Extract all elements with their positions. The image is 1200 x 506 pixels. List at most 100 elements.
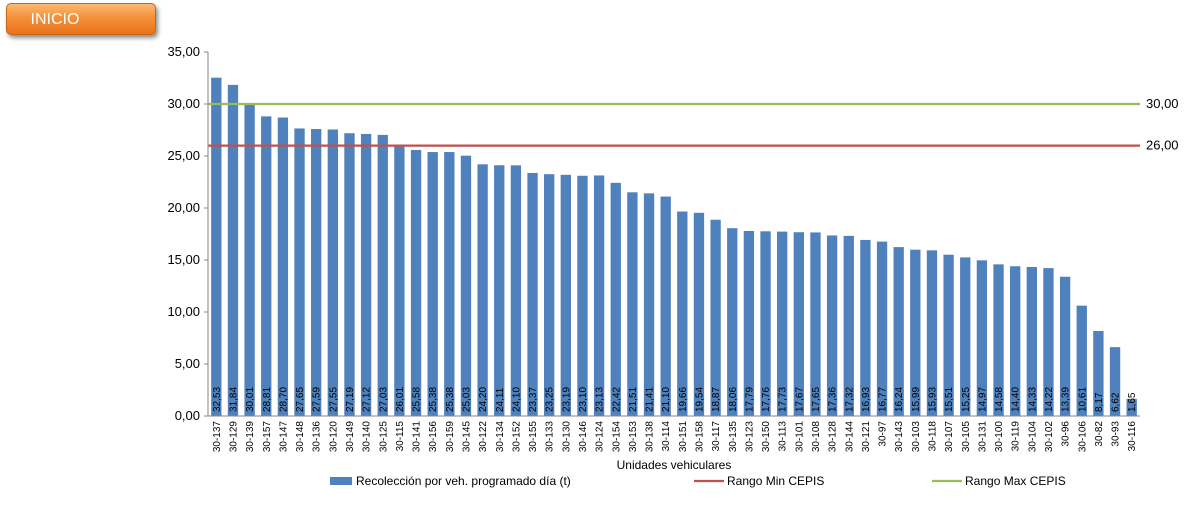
bar bbox=[693, 212, 705, 416]
bar-data-label: 15,93 bbox=[927, 387, 938, 412]
x-tick-label: 30-147 bbox=[278, 421, 289, 453]
x-tick-label: 30-82 bbox=[1094, 421, 1105, 447]
inicio-button[interactable]: INICIO bbox=[6, 3, 156, 35]
x-tick-label: 30-157 bbox=[262, 421, 273, 453]
bar bbox=[876, 241, 888, 416]
bar bbox=[494, 165, 505, 416]
bar-data-label: 15,25 bbox=[961, 387, 972, 412]
x-tick-label: 30-107 bbox=[944, 421, 955, 453]
x-tick-label: 30-124 bbox=[595, 421, 606, 453]
bar-data-label: 30,01 bbox=[245, 387, 256, 412]
bar bbox=[344, 133, 355, 416]
x-tick-label: 30-114 bbox=[661, 421, 672, 452]
bar-data-label: 23,19 bbox=[561, 387, 572, 412]
bar-data-label: 17,67 bbox=[794, 387, 805, 412]
x-tick-label: 30-117 bbox=[711, 421, 722, 452]
legend-label: Recolección por veh. programado día (t) bbox=[356, 474, 571, 488]
bar-data-label: 24,10 bbox=[511, 387, 522, 412]
x-tick-label: 30-119 bbox=[1011, 421, 1022, 452]
bar bbox=[527, 172, 538, 416]
y-tick-label: 25,00 bbox=[167, 148, 200, 163]
x-tick-label: 30-149 bbox=[345, 421, 356, 453]
bar bbox=[227, 84, 239, 416]
bar-data-label: 25,03 bbox=[461, 387, 472, 412]
bar bbox=[327, 129, 338, 417]
bar bbox=[1093, 331, 1104, 416]
bar bbox=[960, 257, 971, 416]
data-labels-group: 32,53 31,84 30,01 28,81 28,70 27,65 27,59 27,55… bbox=[212, 387, 1138, 412]
bar bbox=[444, 152, 455, 416]
x-tick-label: 30-115 bbox=[395, 421, 406, 452]
bar bbox=[993, 264, 1004, 416]
bar bbox=[627, 192, 638, 416]
bar-data-label: 27,12 bbox=[362, 387, 373, 412]
bar-data-label: 16,93 bbox=[861, 387, 872, 412]
bar-data-label: 17,65 bbox=[811, 387, 822, 412]
bar bbox=[677, 211, 688, 416]
x-tick-label: 30-123 bbox=[744, 421, 755, 453]
x-tick-label: 30-138 bbox=[645, 421, 656, 453]
x-tick-label: 30-125 bbox=[378, 421, 389, 453]
x-tick-label: 30-137 bbox=[212, 421, 223, 453]
bar-data-label: 17,79 bbox=[744, 387, 755, 412]
bar bbox=[311, 129, 322, 416]
bar bbox=[910, 249, 921, 416]
bar-data-label: 17,73 bbox=[778, 387, 789, 412]
legend-label: Rango Max CEPIS bbox=[965, 474, 1066, 488]
bar bbox=[377, 134, 388, 416]
x-tick-label: 30-128 bbox=[828, 421, 839, 453]
x-tick-label: 30-151 bbox=[678, 421, 689, 453]
bar bbox=[477, 164, 488, 416]
bar bbox=[211, 77, 222, 417]
bar bbox=[1126, 398, 1137, 416]
bar bbox=[660, 196, 671, 416]
x-tick-label: 30-122 bbox=[478, 421, 489, 453]
x-axis-title: Unidades vehiculares bbox=[617, 458, 732, 472]
bar-data-label: 23,13 bbox=[595, 387, 606, 412]
x-tick-label: 30-130 bbox=[561, 421, 572, 453]
bar-data-label: 19,54 bbox=[694, 387, 705, 412]
x-tick-label: 30-153 bbox=[628, 421, 639, 453]
bar-data-label: 27,59 bbox=[312, 387, 323, 412]
bar-data-label: 23,10 bbox=[578, 387, 589, 412]
bar-data-label: 22,42 bbox=[611, 387, 622, 412]
bar-data-label: 27,19 bbox=[345, 387, 356, 412]
x-tick-label: 30-118 bbox=[927, 421, 938, 452]
x-tick-label: 30-108 bbox=[811, 421, 822, 453]
x-tick-label: 30-141 bbox=[412, 421, 423, 453]
bar bbox=[1076, 305, 1087, 416]
bar-data-label: 16,77 bbox=[878, 387, 889, 412]
x-tick-label: 30-96 bbox=[1061, 421, 1072, 447]
bar-data-label: 27,03 bbox=[378, 387, 389, 412]
bar-data-label: 13,39 bbox=[1061, 387, 1072, 412]
x-tick-label: 30-158 bbox=[694, 421, 705, 453]
bar-data-label: 23,25 bbox=[545, 387, 556, 412]
bar bbox=[893, 247, 904, 416]
bar-data-label: 28,70 bbox=[278, 387, 289, 412]
bar bbox=[826, 235, 838, 416]
bar-data-label: 21,51 bbox=[628, 387, 639, 412]
y-tick-label: 35,00 bbox=[167, 44, 200, 59]
bar bbox=[777, 231, 788, 416]
y-tick-label: 20,00 bbox=[167, 200, 200, 215]
bar-data-label: 17,36 bbox=[828, 387, 839, 412]
x-tick-label: 30-144 bbox=[844, 421, 855, 453]
bar-data-label: 17,76 bbox=[761, 387, 772, 412]
bar-data-label: 14,97 bbox=[977, 387, 988, 412]
bar bbox=[593, 175, 605, 416]
bar bbox=[394, 145, 405, 416]
x-tick-label: 30-100 bbox=[994, 421, 1005, 453]
x-tick-label: 30-97 bbox=[878, 421, 889, 447]
bar bbox=[1026, 266, 1037, 416]
bar bbox=[793, 232, 804, 416]
bar bbox=[926, 250, 938, 416]
reference-line-label: 26,00 bbox=[1146, 138, 1179, 153]
x-tick-label: 30-139 bbox=[245, 421, 256, 453]
bar-data-label: 31,84 bbox=[228, 387, 239, 412]
x-tick-label: 30-145 bbox=[461, 421, 472, 453]
x-tick-label: 30-134 bbox=[495, 421, 506, 453]
bar bbox=[710, 219, 721, 416]
bar bbox=[727, 228, 738, 416]
reference-line-label: 30,00 bbox=[1146, 96, 1179, 111]
legend: Recolección por veh. programado día (t) R… bbox=[330, 474, 1066, 488]
